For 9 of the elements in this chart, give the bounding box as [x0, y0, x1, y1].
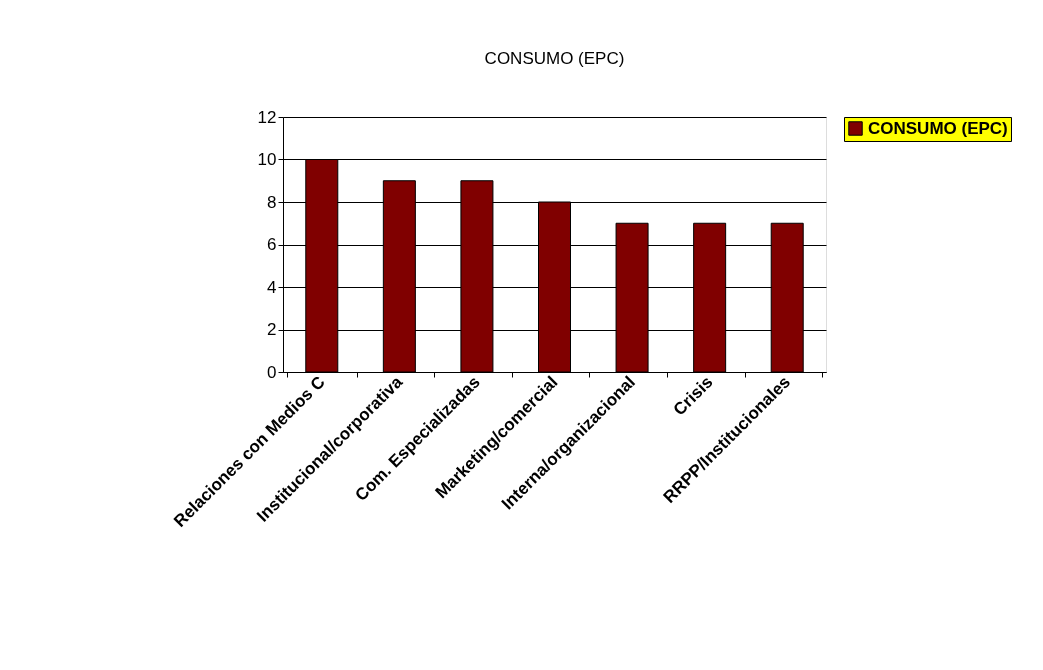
y-tick-label: 4	[267, 277, 277, 297]
y-tick-label: 2	[267, 320, 277, 339]
y-tick-label: 12	[257, 107, 277, 127]
y-tick-label: 6	[267, 235, 277, 254]
y-tick-label: 8	[267, 192, 277, 212]
legend-label: CONSUMO (EPC)	[868, 118, 1008, 138]
y-tick-label: 10	[257, 150, 277, 169]
y-tick-label: 0	[267, 362, 277, 382]
chart-title: CONSUMO (EPC)	[484, 49, 625, 68]
